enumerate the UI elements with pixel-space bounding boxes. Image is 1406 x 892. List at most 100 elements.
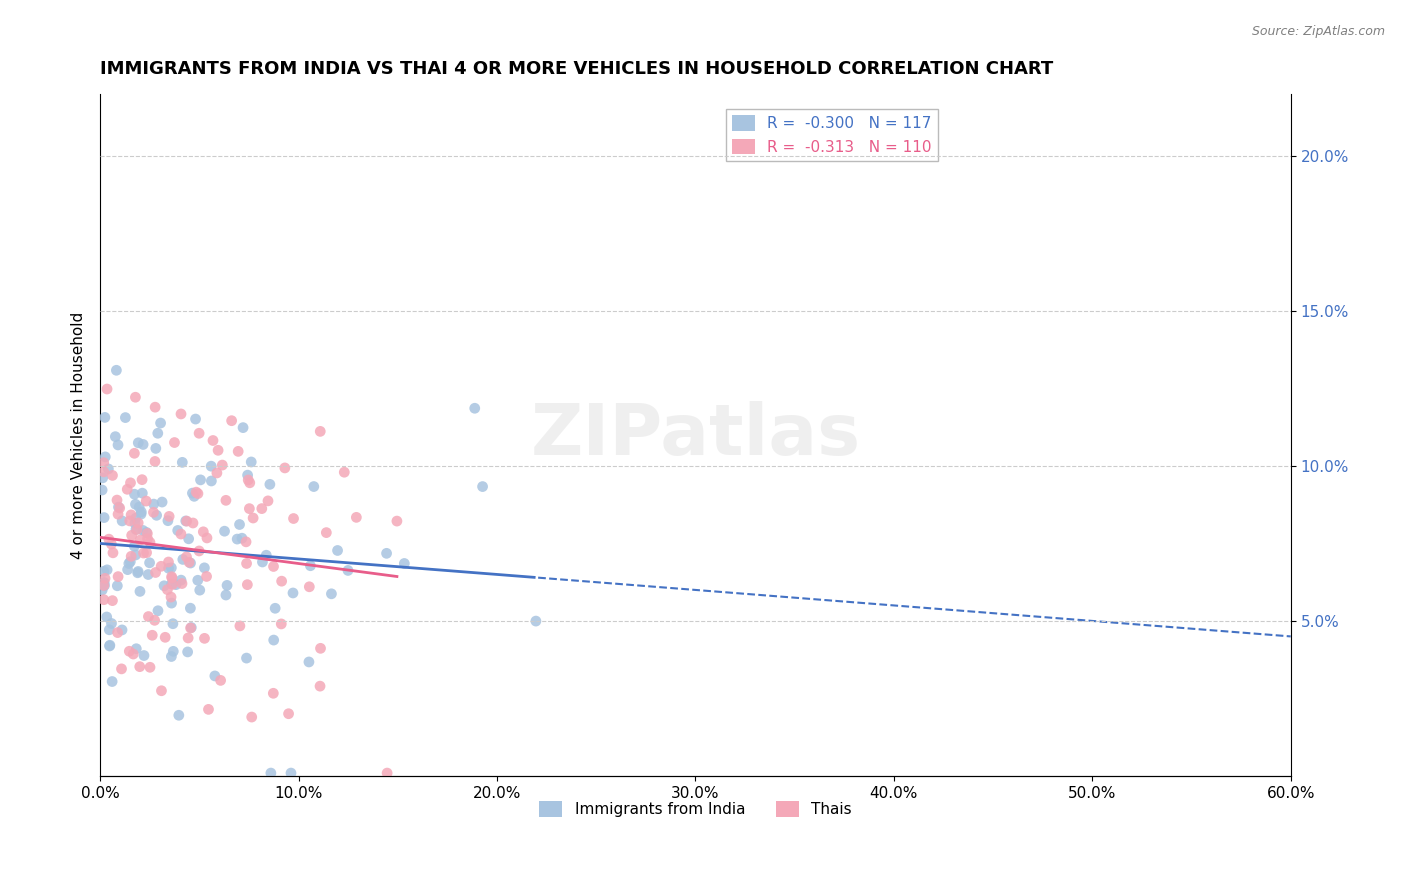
Point (165, 577, 187, 591)
Point (188, 544, 211, 558)
Point (132, 648, 155, 663)
Point (97, 532, 120, 546)
Point (145, 442, 167, 456)
Point (177, 631, 200, 645)
Point (110, 662, 132, 676)
Point (156, 514, 179, 528)
Point (187, 486, 209, 500)
Point (226, 532, 249, 546)
Point (184, 412, 207, 426)
Point (160, 561, 183, 575)
Point (167, 708, 190, 723)
Point (229, 619, 252, 633)
Point (315, 525, 337, 540)
Point (274, 461, 297, 475)
Point (242, 511, 264, 525)
Point (232, 420, 254, 434)
Point (100, 537, 122, 551)
Point (263, 559, 285, 574)
Point (150, 559, 173, 574)
Point (226, 444, 249, 458)
Point (156, 582, 179, 597)
Point (200, 459, 222, 474)
Point (142, 505, 165, 519)
Point (98, 623, 121, 637)
Point (262, 686, 284, 700)
Point (179, 555, 201, 569)
Point (302, 479, 325, 493)
Point (96, 610, 118, 624)
Point (277, 706, 299, 721)
Point (160, 590, 183, 604)
Point (91, 471, 114, 485)
Point (143, 400, 166, 414)
Point (118, 514, 141, 528)
Point (117, 563, 139, 577)
Point (145, 566, 167, 580)
Point (101, 546, 124, 560)
Point (188, 583, 211, 598)
Point (176, 549, 198, 564)
Point (117, 483, 139, 497)
Point (228, 517, 250, 532)
Point (207, 443, 229, 458)
Point (174, 514, 197, 528)
Point (280, 766, 302, 780)
Point (104, 430, 127, 444)
Point (118, 644, 141, 658)
Point (94, 450, 117, 464)
Point (149, 416, 172, 430)
Point (231, 531, 253, 545)
Point (153, 579, 176, 593)
Point (120, 555, 142, 569)
Point (135, 494, 157, 508)
Point (157, 509, 180, 524)
Point (235, 557, 257, 571)
Point (93, 578, 115, 592)
Point (138, 609, 160, 624)
Point (131, 486, 153, 500)
Point (394, 557, 416, 571)
Point (181, 516, 204, 530)
Point (124, 511, 146, 525)
Point (176, 514, 198, 528)
Point (131, 505, 153, 519)
Point (107, 500, 129, 514)
Point (124, 539, 146, 553)
Point (135, 546, 157, 560)
Legend: Immigrants from India, Thais: Immigrants from India, Thais (533, 795, 858, 823)
Point (193, 524, 215, 539)
Point (215, 588, 238, 602)
Point (128, 500, 150, 514)
Point (143, 613, 166, 627)
Point (187, 574, 209, 588)
Point (101, 593, 124, 607)
Point (141, 628, 163, 642)
Point (120, 475, 142, 490)
Point (236, 468, 259, 483)
Text: ZIPatlas: ZIPatlas (530, 401, 860, 470)
Point (93, 578, 115, 592)
Point (160, 577, 183, 591)
Point (172, 455, 194, 469)
Point (263, 633, 285, 648)
Point (321, 587, 343, 601)
Point (309, 679, 332, 693)
Point (326, 543, 349, 558)
Text: Source: ZipAtlas.com: Source: ZipAtlas.com (1251, 25, 1385, 38)
Point (157, 555, 180, 569)
Point (143, 454, 166, 468)
Point (162, 644, 184, 658)
Point (108, 501, 131, 516)
Point (93, 564, 115, 578)
Point (97, 462, 120, 476)
Point (136, 526, 159, 541)
Point (254, 548, 277, 562)
Y-axis label: 4 or more Vehicles in Household: 4 or more Vehicles in Household (72, 311, 86, 559)
Point (281, 586, 304, 600)
Point (105, 579, 128, 593)
Text: IMMIGRANTS FROM INDIA VS THAI 4 OR MORE VEHICLES IN HOUSEHOLD CORRELATION CHART: IMMIGRANTS FROM INDIA VS THAI 4 OR MORE … (100, 60, 1053, 78)
Point (170, 527, 193, 541)
Point (160, 649, 183, 664)
Point (160, 570, 183, 584)
